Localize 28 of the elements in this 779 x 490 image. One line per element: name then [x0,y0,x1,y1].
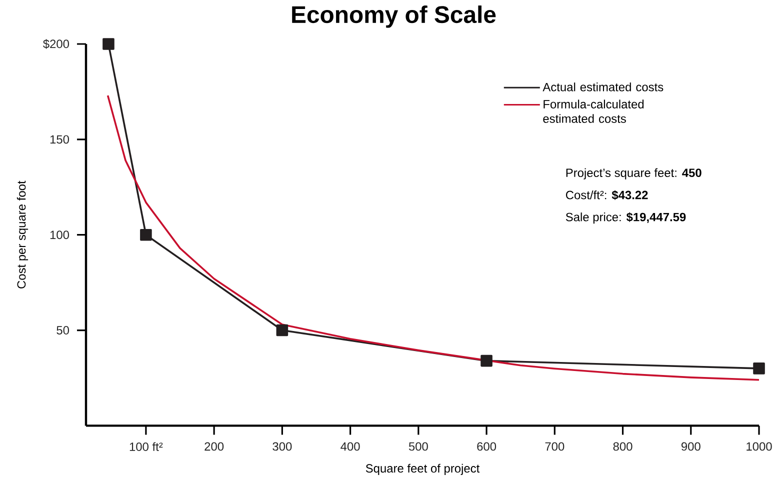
annotation: Cost/ft²: $43.22 [566,190,648,200]
x-axis-title: Square feet of project [366,464,480,475]
x-tick-label: 700 [545,442,564,451]
y-axis-title: Cost per square foot [16,180,28,288]
x-tick-label: 1000 [746,442,772,451]
point [102,38,114,50]
y-tick-label: $200 [43,39,70,49]
y-tick-label: 100 [50,230,70,240]
legend-label: Actual estimated costs [542,82,664,92]
point [276,324,288,336]
legend-label: Formula-calculated estimated costs [543,100,644,123]
point [480,354,492,367]
x-tick-label: 100 ft² [130,442,163,451]
x-tick-label: 400 [340,442,360,451]
point [753,362,765,374]
x-tick-label: 900 [681,442,700,451]
line-series [106,94,760,381]
x-tick-label: 600 [477,442,496,451]
annotation: Project’s square feet: 450 [566,168,702,180]
x-tick-label: 800 [613,442,632,451]
x-tick-label: 500 [408,442,428,451]
point [140,228,152,241]
y-tick-label: 50 [56,326,70,334]
y-tick-label: 150 [50,135,70,144]
x-tick-label: 300 [272,442,292,451]
x-tick-label: 200 [204,442,224,451]
chart-title: Economy of Scale [292,6,496,28]
annotation: Sale price: $19,447.59 [566,212,686,224]
